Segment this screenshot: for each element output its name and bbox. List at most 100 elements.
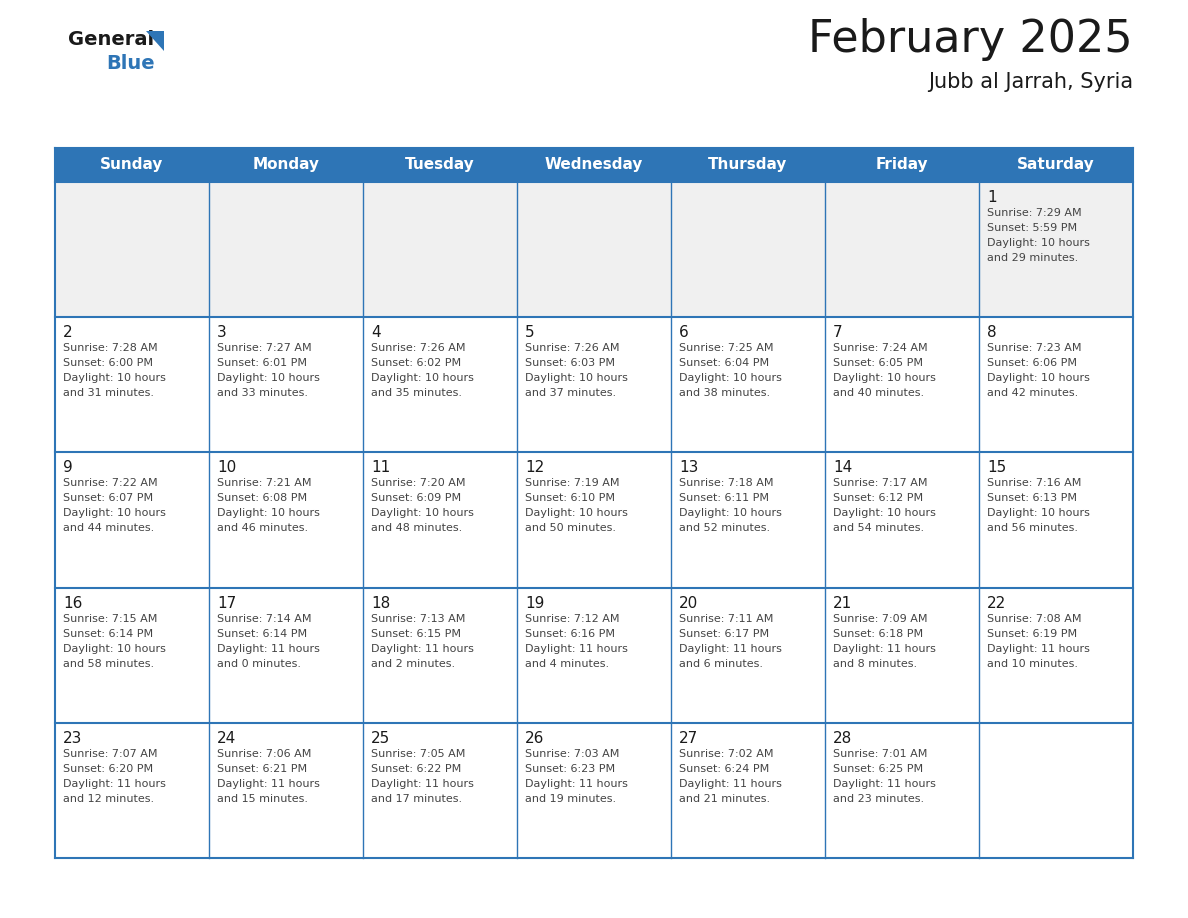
Text: Sunrise: 7:18 AM: Sunrise: 7:18 AM (680, 478, 773, 488)
Text: and 6 minutes.: and 6 minutes. (680, 658, 763, 668)
Text: Sunset: 6:06 PM: Sunset: 6:06 PM (987, 358, 1078, 368)
Text: and 42 minutes.: and 42 minutes. (987, 388, 1079, 398)
Text: Saturday: Saturday (1017, 156, 1095, 172)
Text: 9: 9 (63, 461, 72, 476)
Text: Sunset: 6:09 PM: Sunset: 6:09 PM (371, 493, 461, 503)
Text: Daylight: 10 hours: Daylight: 10 hours (987, 509, 1089, 519)
Text: Sunset: 6:13 PM: Sunset: 6:13 PM (987, 493, 1078, 503)
Text: Sunset: 6:22 PM: Sunset: 6:22 PM (371, 764, 461, 774)
Text: Daylight: 11 hours: Daylight: 11 hours (217, 644, 320, 654)
Text: and 4 minutes.: and 4 minutes. (525, 658, 609, 668)
Text: Sunrise: 7:26 AM: Sunrise: 7:26 AM (371, 343, 466, 353)
Text: and 48 minutes.: and 48 minutes. (371, 523, 462, 533)
Text: Sunrise: 7:13 AM: Sunrise: 7:13 AM (371, 613, 466, 623)
Text: Daylight: 11 hours: Daylight: 11 hours (371, 778, 474, 789)
Text: Jubb al Jarrah, Syria: Jubb al Jarrah, Syria (928, 72, 1133, 92)
Text: 10: 10 (217, 461, 236, 476)
Text: Sunset: 5:59 PM: Sunset: 5:59 PM (987, 223, 1078, 233)
Text: Daylight: 11 hours: Daylight: 11 hours (217, 778, 320, 789)
Text: and 8 minutes.: and 8 minutes. (833, 658, 917, 668)
Text: Sunset: 6:16 PM: Sunset: 6:16 PM (525, 629, 615, 639)
Text: Sunrise: 7:21 AM: Sunrise: 7:21 AM (217, 478, 311, 488)
Text: 27: 27 (680, 731, 699, 745)
Text: Sunrise: 7:29 AM: Sunrise: 7:29 AM (987, 208, 1081, 218)
Text: Sunset: 6:10 PM: Sunset: 6:10 PM (525, 493, 615, 503)
Text: Daylight: 10 hours: Daylight: 10 hours (371, 509, 474, 519)
Text: and 58 minutes.: and 58 minutes. (63, 658, 154, 668)
Text: and 35 minutes.: and 35 minutes. (371, 388, 462, 398)
Text: and 52 minutes.: and 52 minutes. (680, 523, 770, 533)
Text: and 44 minutes.: and 44 minutes. (63, 523, 154, 533)
Text: Sunset: 6:12 PM: Sunset: 6:12 PM (833, 493, 923, 503)
Text: Sunrise: 7:03 AM: Sunrise: 7:03 AM (525, 749, 619, 759)
Bar (55, 182, 1133, 318)
Text: Sunset: 6:23 PM: Sunset: 6:23 PM (525, 764, 615, 774)
Text: Daylight: 11 hours: Daylight: 11 hours (525, 778, 628, 789)
Text: and 15 minutes.: and 15 minutes. (217, 794, 308, 804)
Text: and 46 minutes.: and 46 minutes. (217, 523, 308, 533)
Text: Sunrise: 7:02 AM: Sunrise: 7:02 AM (680, 749, 773, 759)
Text: Sunrise: 7:27 AM: Sunrise: 7:27 AM (217, 343, 311, 353)
Text: Sunset: 6:00 PM: Sunset: 6:00 PM (63, 358, 153, 368)
Text: Daylight: 10 hours: Daylight: 10 hours (525, 374, 628, 383)
Text: and 38 minutes.: and 38 minutes. (680, 388, 770, 398)
Text: Sunrise: 7:05 AM: Sunrise: 7:05 AM (371, 749, 466, 759)
Text: 26: 26 (525, 731, 544, 745)
Text: 25: 25 (371, 731, 390, 745)
Text: 12: 12 (525, 461, 544, 476)
Text: 13: 13 (680, 461, 699, 476)
Text: Sunrise: 7:22 AM: Sunrise: 7:22 AM (63, 478, 158, 488)
Text: and 19 minutes.: and 19 minutes. (525, 794, 617, 804)
Text: and 21 minutes.: and 21 minutes. (680, 794, 770, 804)
Text: Sunset: 6:15 PM: Sunset: 6:15 PM (371, 629, 461, 639)
Text: Sunset: 6:03 PM: Sunset: 6:03 PM (525, 358, 615, 368)
Text: Sunset: 6:17 PM: Sunset: 6:17 PM (680, 629, 769, 639)
Text: Daylight: 11 hours: Daylight: 11 hours (833, 778, 936, 789)
Text: General: General (68, 30, 154, 49)
Text: Sunset: 6:05 PM: Sunset: 6:05 PM (833, 358, 923, 368)
Bar (55, 148, 1133, 182)
Text: Thursday: Thursday (708, 156, 788, 172)
Text: 24: 24 (217, 731, 236, 745)
Text: 19: 19 (525, 596, 544, 610)
Text: and 50 minutes.: and 50 minutes. (525, 523, 617, 533)
Text: Daylight: 11 hours: Daylight: 11 hours (63, 778, 166, 789)
Text: 23: 23 (63, 731, 82, 745)
Text: and 23 minutes.: and 23 minutes. (833, 794, 924, 804)
Text: and 54 minutes.: and 54 minutes. (833, 523, 924, 533)
Text: Sunrise: 7:17 AM: Sunrise: 7:17 AM (833, 478, 928, 488)
Text: and 37 minutes.: and 37 minutes. (525, 388, 617, 398)
Text: 28: 28 (833, 731, 852, 745)
Text: 18: 18 (371, 596, 390, 610)
Text: Daylight: 10 hours: Daylight: 10 hours (217, 374, 320, 383)
Text: Sunrise: 7:12 AM: Sunrise: 7:12 AM (525, 613, 619, 623)
Text: 11: 11 (371, 461, 390, 476)
Text: and 29 minutes.: and 29 minutes. (987, 253, 1079, 263)
Text: Sunrise: 7:20 AM: Sunrise: 7:20 AM (371, 478, 466, 488)
Text: 6: 6 (680, 325, 689, 341)
Text: Daylight: 10 hours: Daylight: 10 hours (371, 374, 474, 383)
Text: Sunset: 6:04 PM: Sunset: 6:04 PM (680, 358, 769, 368)
Text: Monday: Monday (253, 156, 320, 172)
Text: and 0 minutes.: and 0 minutes. (217, 658, 301, 668)
Bar (55, 722, 1133, 858)
Text: Sunset: 6:02 PM: Sunset: 6:02 PM (371, 358, 461, 368)
Text: and 31 minutes.: and 31 minutes. (63, 388, 154, 398)
Text: 20: 20 (680, 596, 699, 610)
Text: Daylight: 10 hours: Daylight: 10 hours (63, 509, 166, 519)
Text: 22: 22 (987, 596, 1006, 610)
Text: Daylight: 10 hours: Daylight: 10 hours (525, 509, 628, 519)
Text: 21: 21 (833, 596, 852, 610)
Text: Daylight: 11 hours: Daylight: 11 hours (680, 644, 782, 654)
Text: 15: 15 (987, 461, 1006, 476)
Text: 2: 2 (63, 325, 72, 341)
Text: Sunset: 6:21 PM: Sunset: 6:21 PM (217, 764, 308, 774)
Bar (55, 588, 1133, 722)
Text: Sunset: 6:07 PM: Sunset: 6:07 PM (63, 493, 153, 503)
Text: Daylight: 11 hours: Daylight: 11 hours (525, 644, 628, 654)
Text: Sunset: 6:14 PM: Sunset: 6:14 PM (217, 629, 308, 639)
Text: Daylight: 10 hours: Daylight: 10 hours (63, 644, 166, 654)
Text: Daylight: 10 hours: Daylight: 10 hours (987, 374, 1089, 383)
Text: Wednesday: Wednesday (545, 156, 643, 172)
Text: Sunrise: 7:06 AM: Sunrise: 7:06 AM (217, 749, 311, 759)
